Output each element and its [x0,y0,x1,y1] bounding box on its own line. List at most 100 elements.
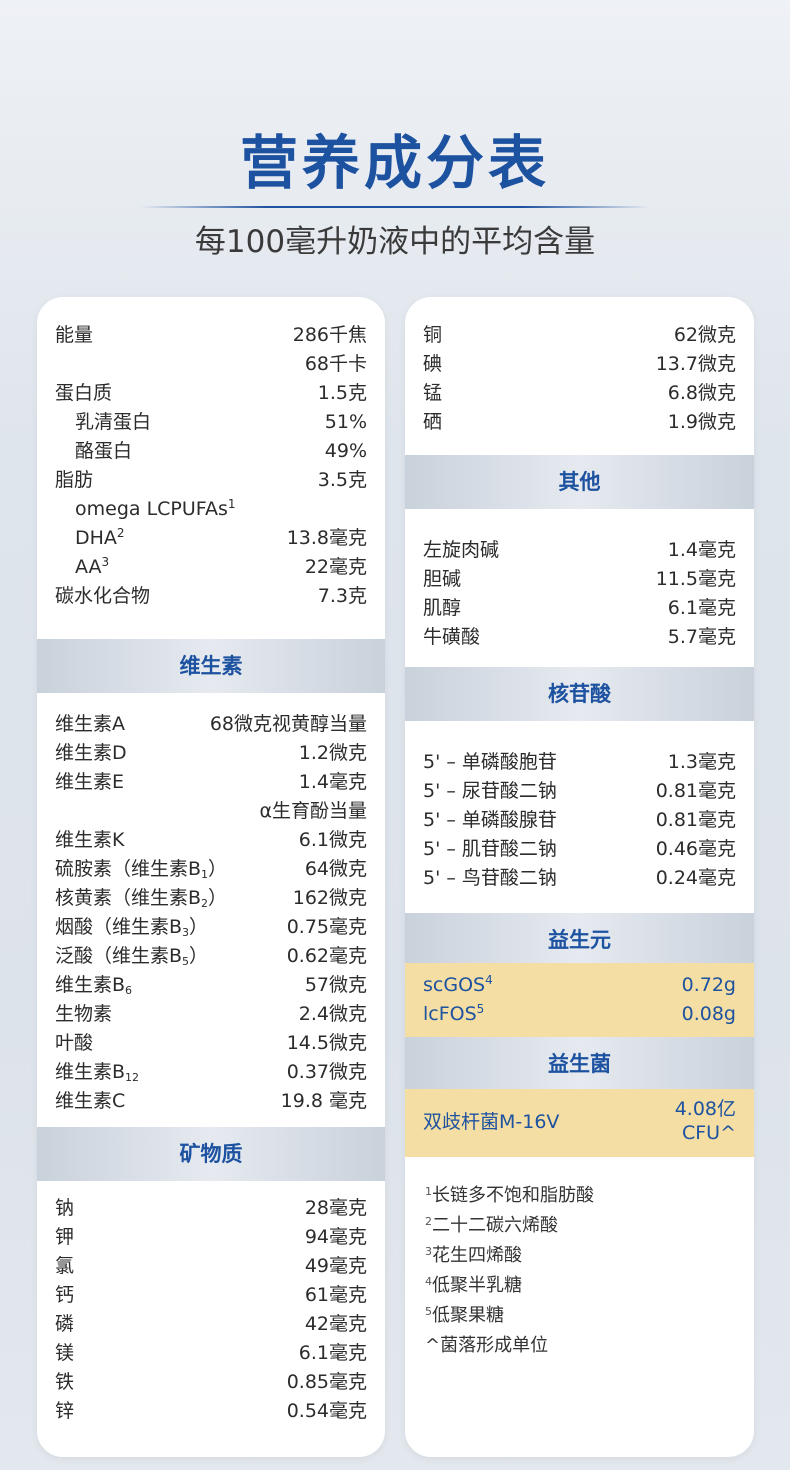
nutrient-label: 5' – 单磷酸胞苷 [423,751,557,773]
nutrient-label: 碳水化合物 [55,585,151,607]
nutrient-row: 钠 28毫克 [55,1194,367,1223]
nutrient-value: 14.5微克 [286,1032,367,1054]
nutrient-name: 硫胺素（维生素B [55,858,202,880]
nutrient-label: 镁 [55,1342,75,1364]
nutrient-name: 泛酸（维生素B [55,945,183,967]
nutrient-row: 5' – 鸟苷酸二钠 0.24毫克 [423,864,736,893]
nutrient-label: 硫胺素（维生素B1） [55,855,227,884]
nutrient-row: 硫胺素（维生素B1） 64微克 [55,855,367,884]
footnote-mark: 5 [425,1305,432,1318]
nutrient-value: 1.5克 [317,382,367,404]
nutrient-value: 7.3克 [317,585,367,607]
nutrient-name: 烟酸（维生素B [55,916,183,938]
nutrient-row: 68千卡 [55,350,367,379]
nutrient-row: 生物素 2.4微克 [55,1000,367,1029]
nutrient-value: 13.7微克 [655,353,736,375]
nutrient-value: 6.8微克 [667,382,736,404]
nutrient-label: 胆碱 [423,568,462,590]
nutrient-label: 泛酸（维生素B5） [55,942,208,971]
footnote: 4低聚半乳糖 [425,1271,522,1301]
nutrient-label: 钙 [55,1284,75,1306]
nutrient-value: 94毫克 [304,1226,367,1248]
nutrient-row: 5' – 单磷酸腺苷 0.81毫克 [423,806,736,835]
nutrient-value: 51% [324,411,367,433]
nutrient-label: 酪蛋白 [75,440,133,462]
nutrient-value: 2.4微克 [298,1003,367,1025]
nutrient-value: 0.08g [681,1003,736,1025]
nutrient-value: 1.9微克 [667,411,736,433]
nutrient-value: 0.54毫克 [286,1400,367,1422]
nutrient-row: 维生素A 68微克视黄醇当量 [55,710,367,739]
nutrient-label: 硒 [423,411,443,433]
nutrient-label: 氯 [55,1255,75,1277]
nutrient-value: 1.2微克 [298,742,367,764]
footnote: 2二十二碳六烯酸 [425,1211,558,1241]
nutrient-label: 蛋白质 [55,382,113,404]
nutrient-row: 叶酸 14.5微克 [55,1029,367,1058]
nutrient-row: α生育酚当量 [55,797,367,826]
nutrient-row: 核黄素（维生素B2） 162微克 [55,884,367,913]
nutrient-label: 肌醇 [423,597,462,619]
label-suffix: ） [189,916,209,938]
footnote-mark: 4 [425,1275,432,1288]
nutrient-value: 286千焦 [292,324,367,346]
nutrient-row: 铜 62微克 [423,321,736,350]
nutrient-row: 钙 61毫克 [55,1281,367,1310]
nutrient-label: 牛磺酸 [423,626,481,648]
nutrient-row: scGOS4 0.72g [423,971,736,1000]
nutrient-row: 左旋肉碱 1.4毫克 [423,536,736,565]
nutrient-row: 维生素D 1.2微克 [55,739,367,768]
nutrient-label: 叶酸 [55,1032,94,1054]
footnote-mark: 3 [101,555,110,569]
nutrient-value: 0.85毫克 [286,1371,367,1393]
subscript: 2 [201,897,209,910]
nutrient-name: AA [75,556,102,578]
nutrient-row: 蛋白质 1.5克 [55,379,367,408]
nucleotides-header: 核苷酸 [405,667,754,721]
nutrient-value: 0.46毫克 [655,838,736,860]
title-divider [140,206,650,208]
footnote-text: 低聚果糖 [432,1305,504,1326]
left-nutrition-panel: 能量 286千焦 68千卡 蛋白质 1.5克 乳清蛋白 51% 酪蛋白 49% … [37,297,385,1457]
nutrient-row: 乳清蛋白 51% [55,408,367,437]
footnote-text: 花生四烯酸 [432,1245,522,1266]
nutrient-row: 维生素K 6.1微克 [55,826,367,855]
nutrient-value: 49毫克 [304,1255,367,1277]
nutrient-label: 钠 [55,1197,75,1219]
nutrient-label: lcFOS5 [423,1000,484,1029]
nutrient-row: 维生素E 1.4毫克 [55,768,367,797]
footnote-mark: 2 [116,526,125,540]
nutrient-value: 61毫克 [304,1284,367,1306]
footnote-mark: 2 [425,1215,432,1228]
nutrient-row: 牛磺酸 5.7毫克 [423,623,736,652]
nutrient-label: 5' – 肌苷酸二钠 [423,838,557,860]
nutrient-label: 烟酸（维生素B3） [55,913,208,942]
nutrient-label: omega LCPUFAs1 [75,495,236,524]
label-suffix: ） [208,887,228,909]
nutrient-label: 核黄素（维生素B2） [55,884,227,913]
nutrient-label: 磷 [55,1313,75,1335]
right-nutrition-panel: 铜 62微克 碘 13.7微克 锰 6.8微克 硒 1.9微克 其他 左旋肉碱 … [405,297,754,1457]
nutrient-label: 碘 [423,353,443,375]
nutrient-value: 6.1毫克 [298,1342,367,1364]
subscript: 3 [182,926,190,939]
nutrient-label: 5' – 鸟苷酸二钠 [423,867,557,889]
nutrient-row: 钾 94毫克 [55,1223,367,1252]
nutrient-label: 维生素K [55,829,125,851]
nutrient-value: 4.08亿 CFU^ [675,1097,736,1145]
nutrient-row: 磷 42毫克 [55,1310,367,1339]
nutrient-value: 0.72g [681,974,736,996]
value-line: CFU^ [681,1122,736,1144]
subscript: 5 [182,955,190,968]
nutrient-value: 1.4毫克 [667,539,736,561]
nutrient-value: 49% [324,440,367,462]
nutrient-row: AA3 22毫克 [55,553,367,582]
nutrient-value: 64微克 [304,858,367,880]
nutrient-value: 0.81毫克 [655,809,736,831]
nutrient-value: 68千卡 [304,353,367,375]
page-subtitle: 每100毫升奶液中的平均含量 [194,224,596,260]
nutrient-row: 烟酸（维生素B3） 0.75毫克 [55,913,367,942]
nutrient-row: 维生素C 19.8 毫克 [55,1087,367,1116]
nutrient-label: scGOS4 [423,971,493,1000]
nutrient-row: 镁 6.1毫克 [55,1339,367,1368]
